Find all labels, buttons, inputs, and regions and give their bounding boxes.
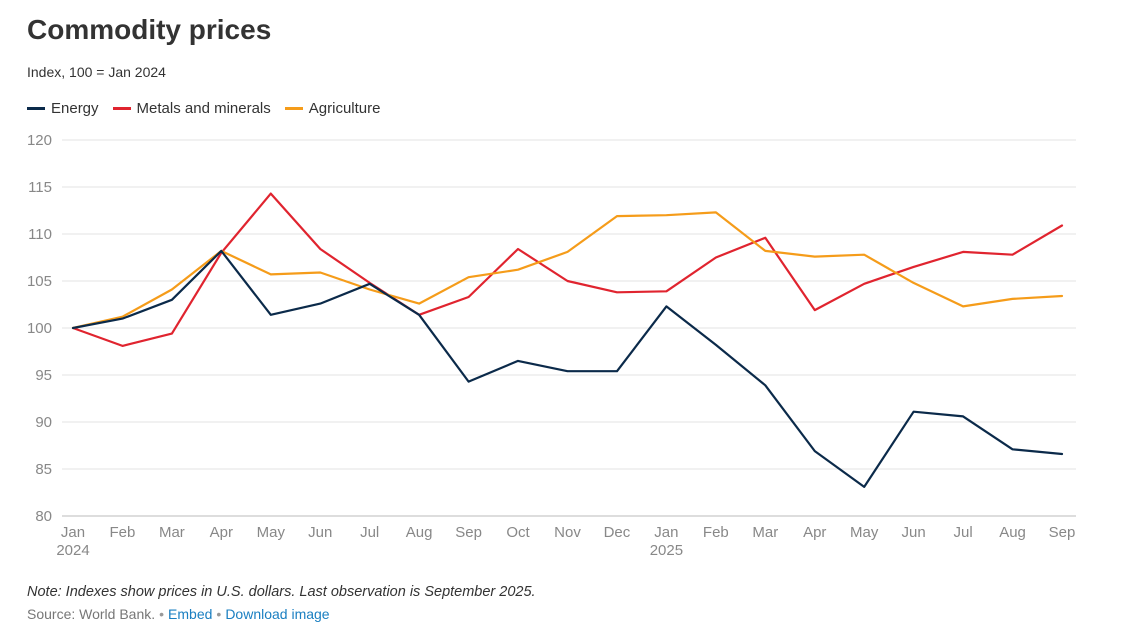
x-tick-label: Feb [110, 524, 136, 541]
x-tick-label: Mar [752, 524, 778, 541]
legend-label-metals: Metals and minerals [136, 100, 271, 117]
series-lines [71, 192, 1064, 488]
x-tick-label: May [257, 524, 286, 541]
x-tick-label: Oct [506, 524, 530, 541]
x-tick-label: Jul [360, 524, 379, 541]
y-tick-label: 115 [28, 179, 52, 196]
x-tick-label: Aug [999, 524, 1026, 541]
y-tick-label: 105 [27, 273, 52, 290]
y-tick-label: 100 [27, 320, 52, 337]
legend-item-energy[interactable]: Energy [27, 100, 99, 117]
x-tick-label: May [850, 524, 879, 541]
series-line-agriculture [71, 211, 1064, 330]
y-tick-label: 90 [35, 414, 52, 431]
source-text: Source: World Bank. [27, 606, 156, 622]
legend-item-metals[interactable]: Metals and minerals [112, 100, 271, 117]
y-axis-ticks: 80 85 90 95 100 105 110 115 120 [27, 132, 52, 525]
x-year-label: 2024 [56, 542, 89, 559]
x-tick-label: Jan [654, 524, 678, 541]
y-tick-label: 80 [35, 508, 52, 525]
legend-item-agriculture[interactable]: Agriculture [284, 100, 381, 117]
separator-dot: • [216, 606, 222, 622]
x-tick-label: Aug [406, 524, 433, 541]
series-line-metals-and-minerals [71, 192, 1064, 347]
source-line: Source: World Bank. • Embed • Download image [27, 606, 330, 622]
embed-link[interactable]: Embed [168, 606, 213, 622]
legend-swatch-agriculture [284, 107, 303, 110]
x-tick-label: Jun [902, 524, 926, 541]
legend-swatch-metals [112, 107, 131, 110]
chart-title: Commodity prices [27, 14, 272, 45]
separator-dot: • [159, 606, 165, 622]
x-year-label: 2025 [650, 542, 683, 559]
chart-subtitle: Index, 100 = Jan 2024 [27, 64, 166, 80]
y-tick-label: 120 [27, 132, 52, 149]
download-image-link[interactable]: Download image [225, 606, 330, 622]
legend-label-energy: Energy [51, 100, 99, 117]
x-tick-label: Sep [1049, 524, 1076, 541]
x-tick-label: Apr [210, 524, 233, 541]
x-tick-label: Dec [604, 524, 631, 541]
series-line-energy [71, 249, 1064, 488]
x-tick-label: Nov [554, 524, 581, 541]
x-tick-label: Jan [61, 524, 85, 541]
gridlines [62, 139, 1076, 517]
legend-label-agriculture: Agriculture [308, 100, 381, 117]
y-tick-label: 110 [28, 226, 52, 243]
x-tick-label: Feb [703, 524, 729, 541]
x-tick-label: Mar [159, 524, 185, 541]
y-tick-label: 95 [35, 367, 52, 384]
x-tick-label: Apr [803, 524, 826, 541]
y-tick-label: 85 [35, 461, 52, 478]
x-tick-label: Jun [308, 524, 332, 541]
legend: Energy Metals and minerals Agriculture [27, 100, 380, 117]
x-tick-label: Sep [455, 524, 482, 541]
chart-note: Note: Indexes show prices in U.S. dollar… [27, 584, 536, 600]
x-tick-label: Jul [954, 524, 973, 541]
legend-swatch-energy [27, 107, 45, 110]
